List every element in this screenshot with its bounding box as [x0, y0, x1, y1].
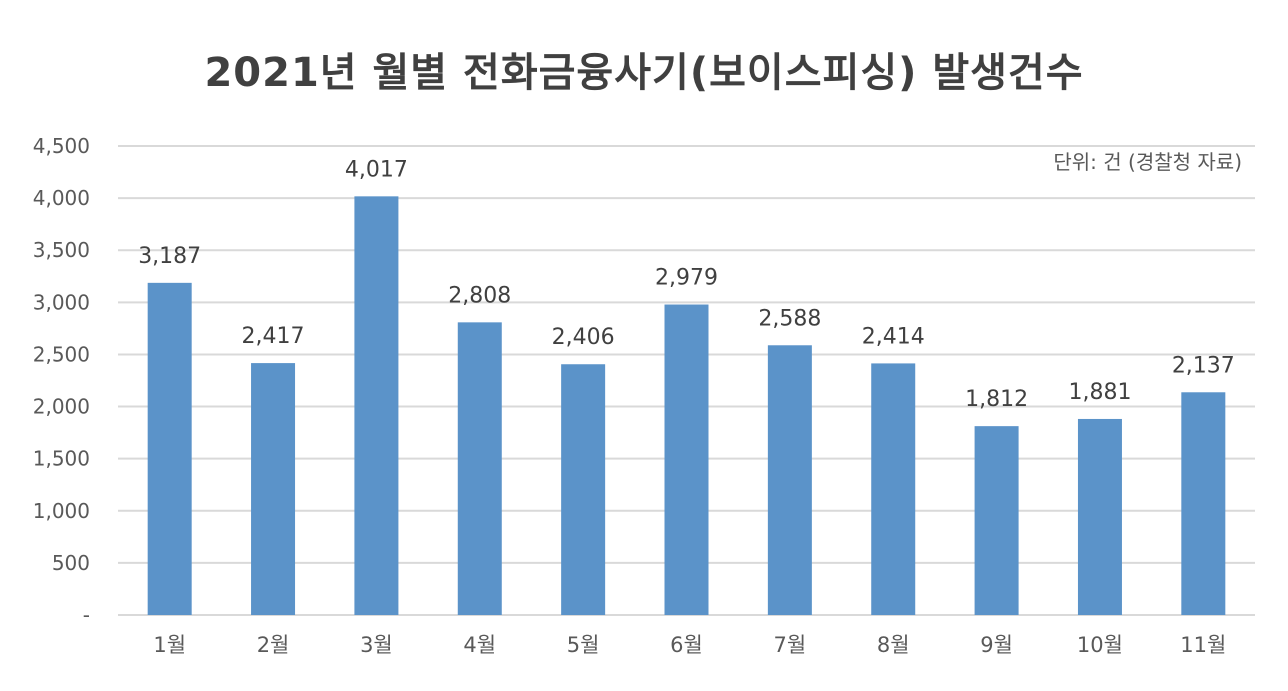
- bar: [1077, 418, 1122, 615]
- bar: [974, 426, 1019, 615]
- bar: [767, 345, 812, 615]
- data-label: 4,017: [345, 157, 408, 182]
- y-tick-label: 4,500: [33, 134, 90, 158]
- category-label: 11월: [1180, 633, 1226, 657]
- y-tick-label: 1,000: [33, 499, 90, 523]
- data-label: 3,187: [138, 244, 201, 269]
- bar: [664, 304, 709, 615]
- category-label: 8월: [877, 633, 910, 657]
- y-tick-label: 500: [52, 551, 90, 575]
- data-label: 2,414: [862, 324, 925, 349]
- y-tick-label: 3,500: [33, 238, 90, 262]
- data-labels: 3,187 2,417 4,017 2,808 2,406 2,979 2,588 2,414…: [138, 157, 1235, 412]
- category-label: 4월: [463, 633, 496, 657]
- y-tick-label: 2,000: [33, 395, 90, 419]
- category-label: 2월: [257, 633, 290, 657]
- data-label: 2,588: [758, 306, 821, 331]
- category-label: 1월: [153, 633, 186, 657]
- data-label: 2,808: [448, 283, 511, 308]
- bars: [147, 196, 1226, 615]
- unit-note: 단위: 건 (경찰청 자료): [1053, 150, 1242, 174]
- bar: [251, 363, 296, 615]
- data-label: 2,406: [552, 325, 615, 350]
- y-tick-label: 1,500: [33, 447, 90, 471]
- y-tick-label: 3,000: [33, 290, 90, 314]
- y-tick-label: -: [83, 603, 90, 627]
- bar: [561, 364, 606, 615]
- category-label: 3월: [360, 633, 393, 657]
- category-label: 6월: [670, 633, 703, 657]
- y-axis-tick-labels: - 500 1,000 1,500 2,000 2,500 3,000 3,500 4,000 4…: [33, 134, 90, 627]
- chart-title: 2021년 월별 전화금융사기(보이스피싱) 발생건수: [204, 50, 1084, 96]
- data-label: 1,812: [965, 387, 1028, 412]
- y-tick-label: 2,500: [33, 342, 90, 366]
- y-tick-label: 4,000: [33, 186, 90, 210]
- data-label: 2,137: [1172, 353, 1235, 378]
- category-label: 5월: [567, 633, 600, 657]
- data-label: 1,881: [1068, 380, 1131, 405]
- data-label: 2,979: [655, 266, 718, 291]
- bar: [1181, 392, 1226, 615]
- category-label: 7월: [774, 633, 807, 657]
- bar: [354, 196, 399, 615]
- bar: [871, 363, 916, 615]
- x-axis-category-labels: 1월 2월 3월 4월 5월 6월 7월 8월 9월 10월 11월: [153, 633, 1226, 657]
- category-label: 9월: [980, 633, 1013, 657]
- bar: [457, 322, 502, 615]
- data-label: 2,417: [242, 324, 305, 349]
- category-label: 10월: [1077, 633, 1123, 657]
- bar: [147, 282, 192, 615]
